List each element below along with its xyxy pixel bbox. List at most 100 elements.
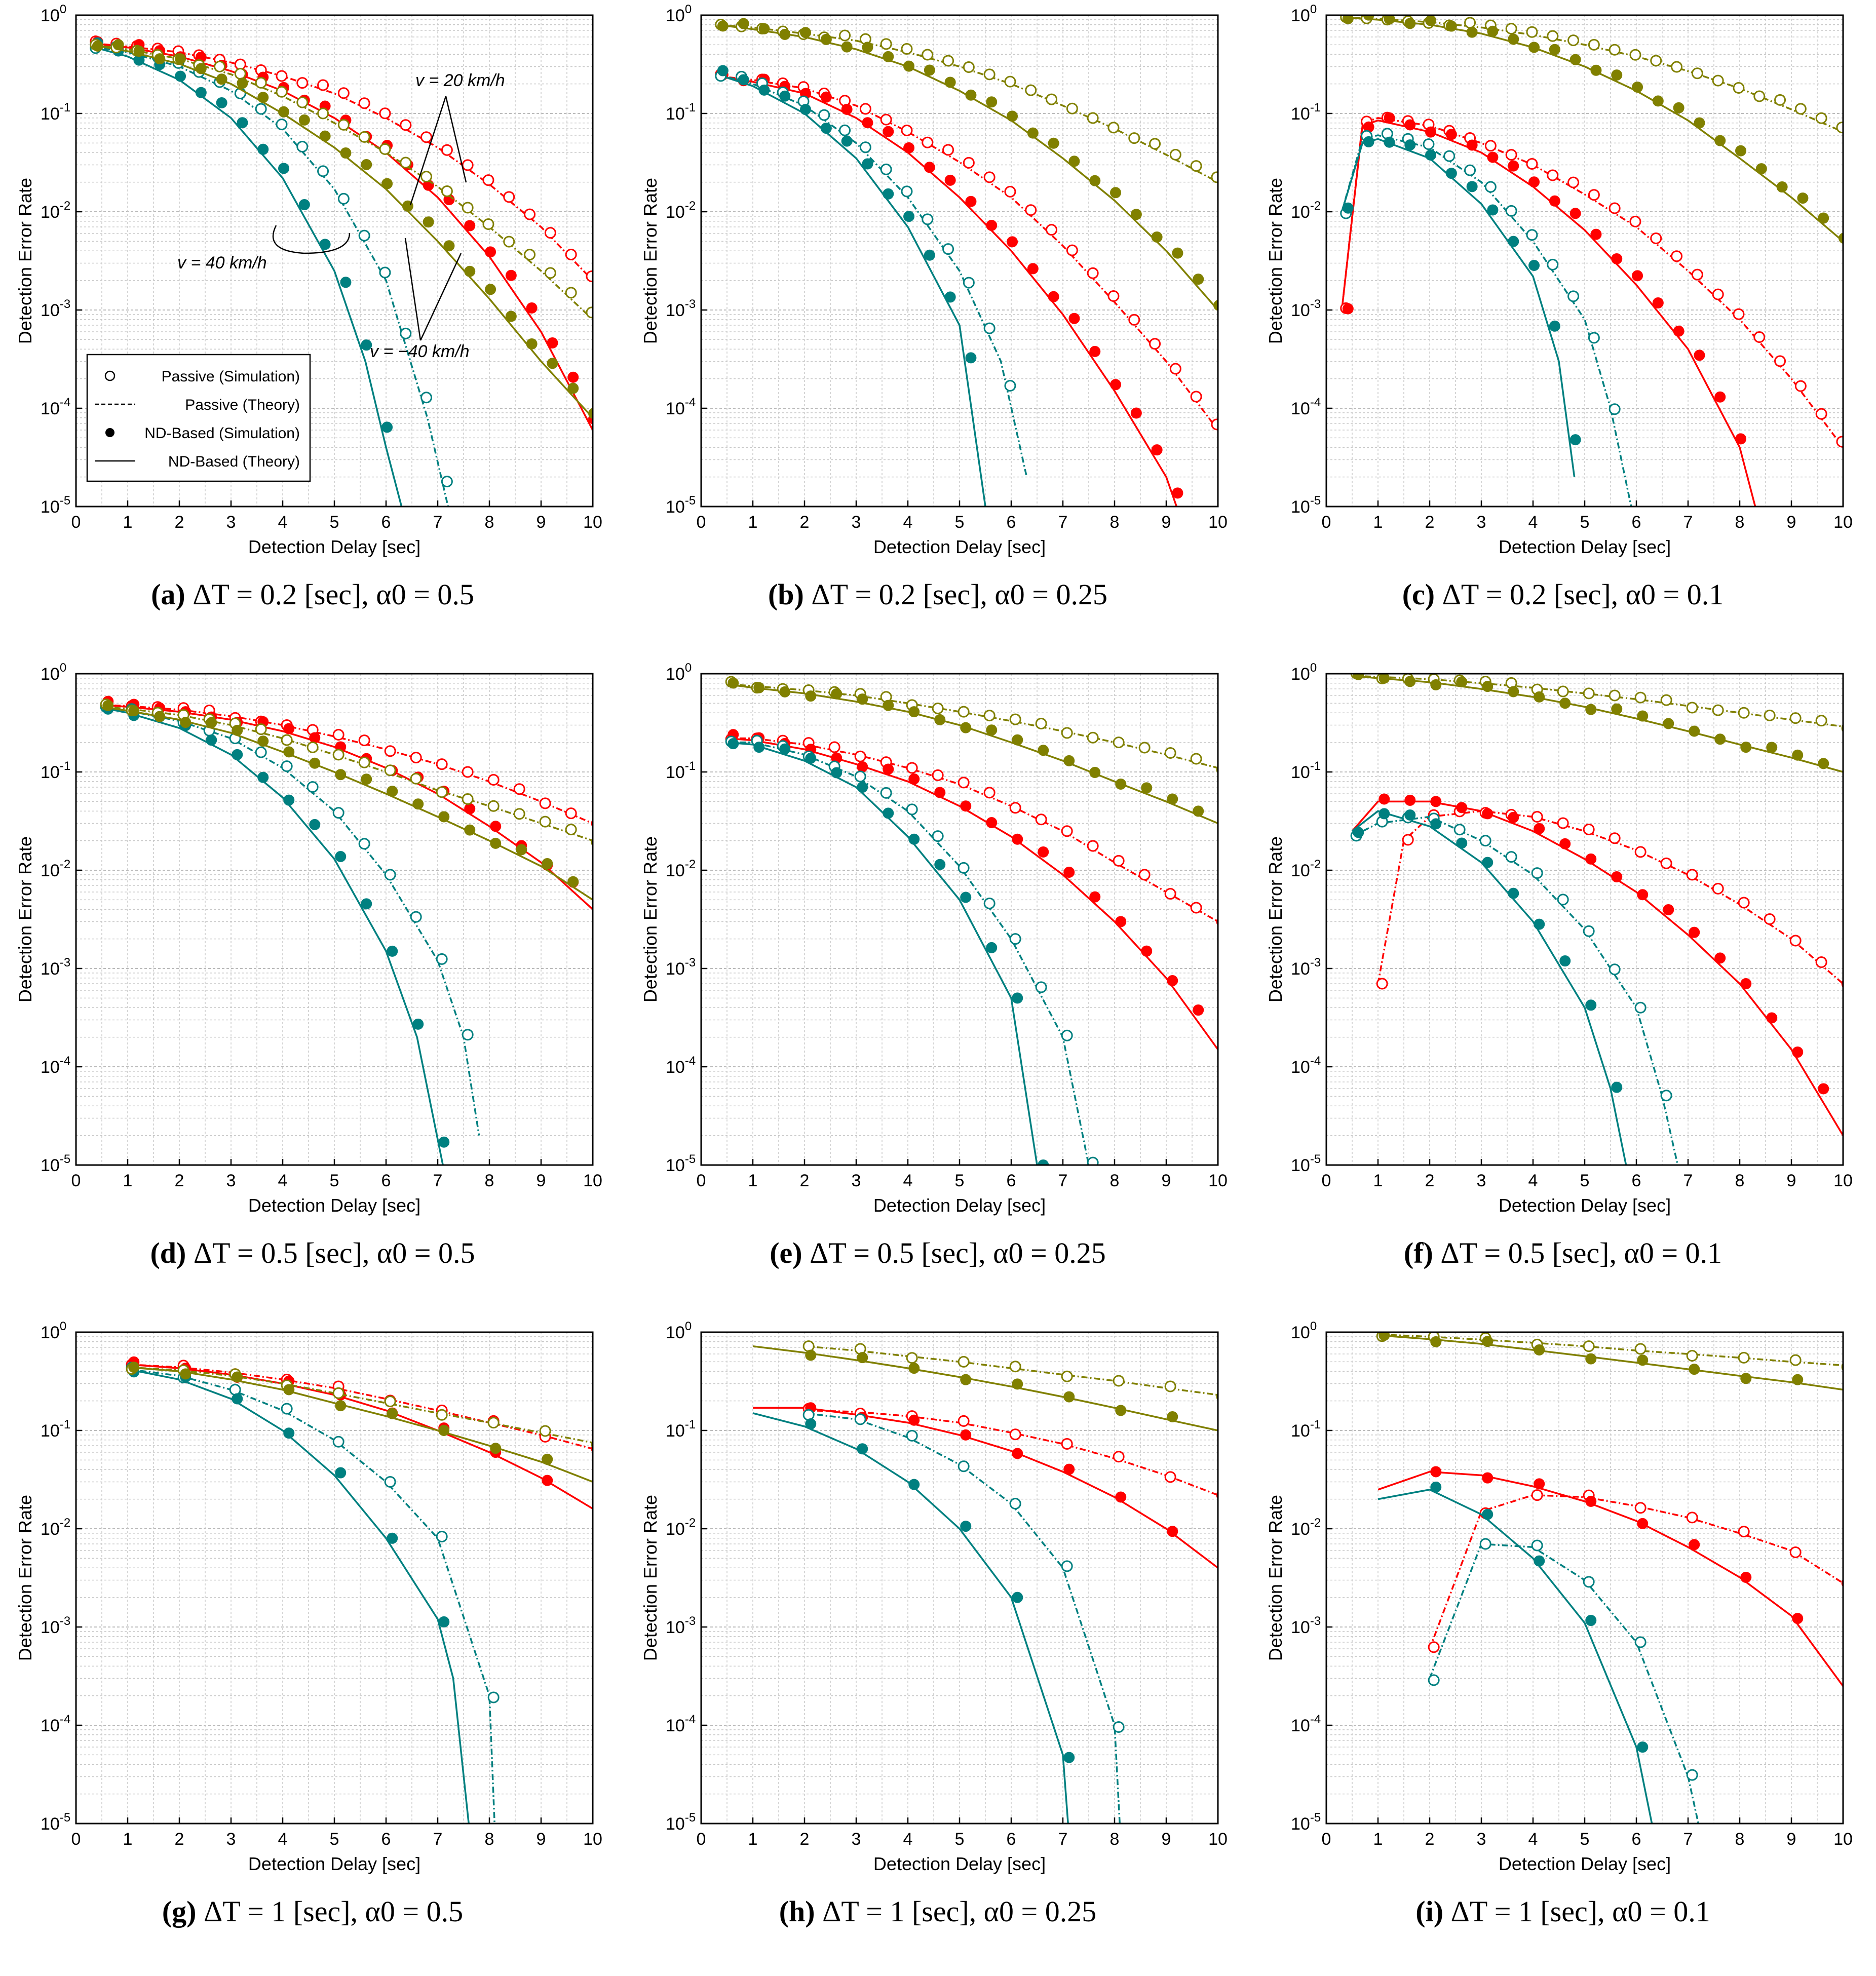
nd-sim-marker [1482, 1472, 1494, 1484]
passive-sim-marker [503, 236, 515, 248]
passive-sim-marker [901, 185, 913, 198]
nd-sim-marker [820, 91, 832, 103]
passive-sim-marker [1061, 825, 1073, 837]
passive-sim-marker [983, 171, 996, 183]
passive-sim-marker [1087, 840, 1099, 852]
nd-theory-line [716, 73, 986, 507]
nd-sim-marker [1063, 1752, 1075, 1763]
passive-sim-marker [296, 77, 309, 89]
passive-sim-marker [922, 213, 934, 225]
nd-sim-marker [1792, 749, 1804, 761]
x-tick-label: 10 [1833, 1171, 1853, 1190]
nd-sim-marker [1115, 1405, 1127, 1416]
nd-sim-marker [960, 1521, 972, 1532]
x-tick-label: 0 [71, 1830, 81, 1849]
nd-sim-marker [1089, 175, 1101, 186]
passive-sim-marker [1531, 1539, 1543, 1552]
nd-sim-marker [857, 693, 868, 705]
passive-sim-marker [296, 140, 309, 152]
nd-sim-marker [1130, 407, 1142, 419]
passive-sim-marker [963, 157, 975, 169]
passive-sim-marker [384, 869, 396, 881]
x-tick-label: 1 [748, 1830, 758, 1849]
nd-sim-marker [257, 771, 269, 783]
nd-sim-marker [1141, 945, 1153, 957]
nd-sim-marker [1115, 1491, 1127, 1503]
x-tick-label: 0 [697, 1830, 706, 1849]
nd-sim-marker [257, 143, 269, 155]
nd-sim-marker [960, 722, 972, 733]
nd-sim-marker [883, 51, 894, 62]
x-tick-label: 6 [1632, 1830, 1641, 1849]
x-tick-label: 2 [1425, 513, 1435, 532]
annotation-v20: v = 20 km/h [415, 71, 505, 90]
passive-sim-marker [1557, 817, 1569, 829]
x-tick-label: 3 [1477, 513, 1486, 532]
passive-sim-marker [1061, 1438, 1073, 1450]
passive-sim-marker [1164, 1380, 1176, 1392]
y-tick-label: 10-4 [41, 1713, 70, 1735]
passive-sim-marker [462, 766, 474, 778]
y-tick-label: 10-2 [666, 1516, 696, 1539]
passive-sim-marker [1128, 314, 1140, 326]
x-tick-label: 10 [1208, 1171, 1228, 1190]
passive-sim-marker [958, 1415, 970, 1427]
passive-sim-marker [441, 144, 453, 156]
nd-sim-marker [1766, 1012, 1778, 1024]
passive-sim-marker [922, 49, 934, 61]
x-tick-label: 4 [1528, 1830, 1538, 1849]
x-tick-label: 9 [537, 513, 546, 532]
nd-sim-marker [908, 1363, 920, 1374]
nd-sim-marker [1038, 846, 1049, 858]
nd-sim-marker [758, 84, 770, 96]
passive-sim-marker [983, 710, 996, 722]
nd-sim-marker [862, 158, 873, 170]
nd-sim-marker [1740, 742, 1752, 753]
y-tick-label: 10-3 [1291, 297, 1321, 320]
y-tick-label: 10-5 [666, 1811, 696, 1834]
nd-sim-marker [1689, 1364, 1700, 1375]
x-axis-label: Detection Delay [sec] [1499, 1195, 1671, 1216]
nd-sim-marker [1012, 1592, 1023, 1603]
passive-sim-marker [379, 266, 391, 279]
y-tick-label: 100 [41, 3, 66, 25]
nd-sim-marker [883, 126, 894, 137]
passive-sim-marker [1113, 737, 1125, 749]
nd-sim-marker [1637, 1354, 1649, 1366]
x-tick-label: 4 [1528, 1171, 1538, 1190]
nd-sim-marker [1456, 802, 1468, 813]
passive-sim-marker [358, 756, 370, 768]
passive-sim-marker [1686, 1769, 1698, 1781]
y-tick-label: 10-5 [1291, 1811, 1321, 1834]
passive-sim-marker [1061, 727, 1073, 739]
passive-sim-marker [854, 1413, 866, 1425]
nd-sim-marker [1534, 691, 1545, 703]
x-tick-label: 4 [903, 1830, 913, 1849]
nd-sim-marker [831, 767, 843, 779]
x-tick-label: 8 [485, 513, 494, 532]
nd-sim-marker [1637, 1518, 1649, 1529]
x-tick-label: 5 [955, 513, 965, 532]
passive-sim-marker [1190, 753, 1202, 765]
passive-sim-marker [1583, 687, 1595, 700]
caption-label: (a) [151, 578, 185, 611]
nd-sim-marker [438, 1136, 450, 1148]
passive-sim-marker [1789, 1354, 1802, 1366]
passive-sim-marker [379, 107, 391, 120]
nd-sim-marker [1353, 674, 1364, 680]
nd-sim-marker [779, 90, 791, 102]
nd-sim-marker [1482, 681, 1494, 692]
nd-sim-marker [1172, 487, 1183, 499]
nd-sim-marker [567, 371, 579, 383]
nd-sim-marker [857, 761, 868, 772]
passive-sim-marker [255, 723, 267, 735]
passive-sim-marker [358, 229, 370, 242]
x-axis-label: Detection Delay [sec] [248, 1195, 420, 1216]
nd-sim-marker [438, 811, 450, 823]
nd-sim-marker [1534, 823, 1545, 834]
nd-sim-marker [438, 1616, 450, 1628]
nd-sim-marker [1425, 149, 1437, 161]
nd-sim-marker [216, 97, 227, 109]
nd-sim-marker [805, 1418, 817, 1430]
x-tick-label: 10 [583, 513, 602, 532]
